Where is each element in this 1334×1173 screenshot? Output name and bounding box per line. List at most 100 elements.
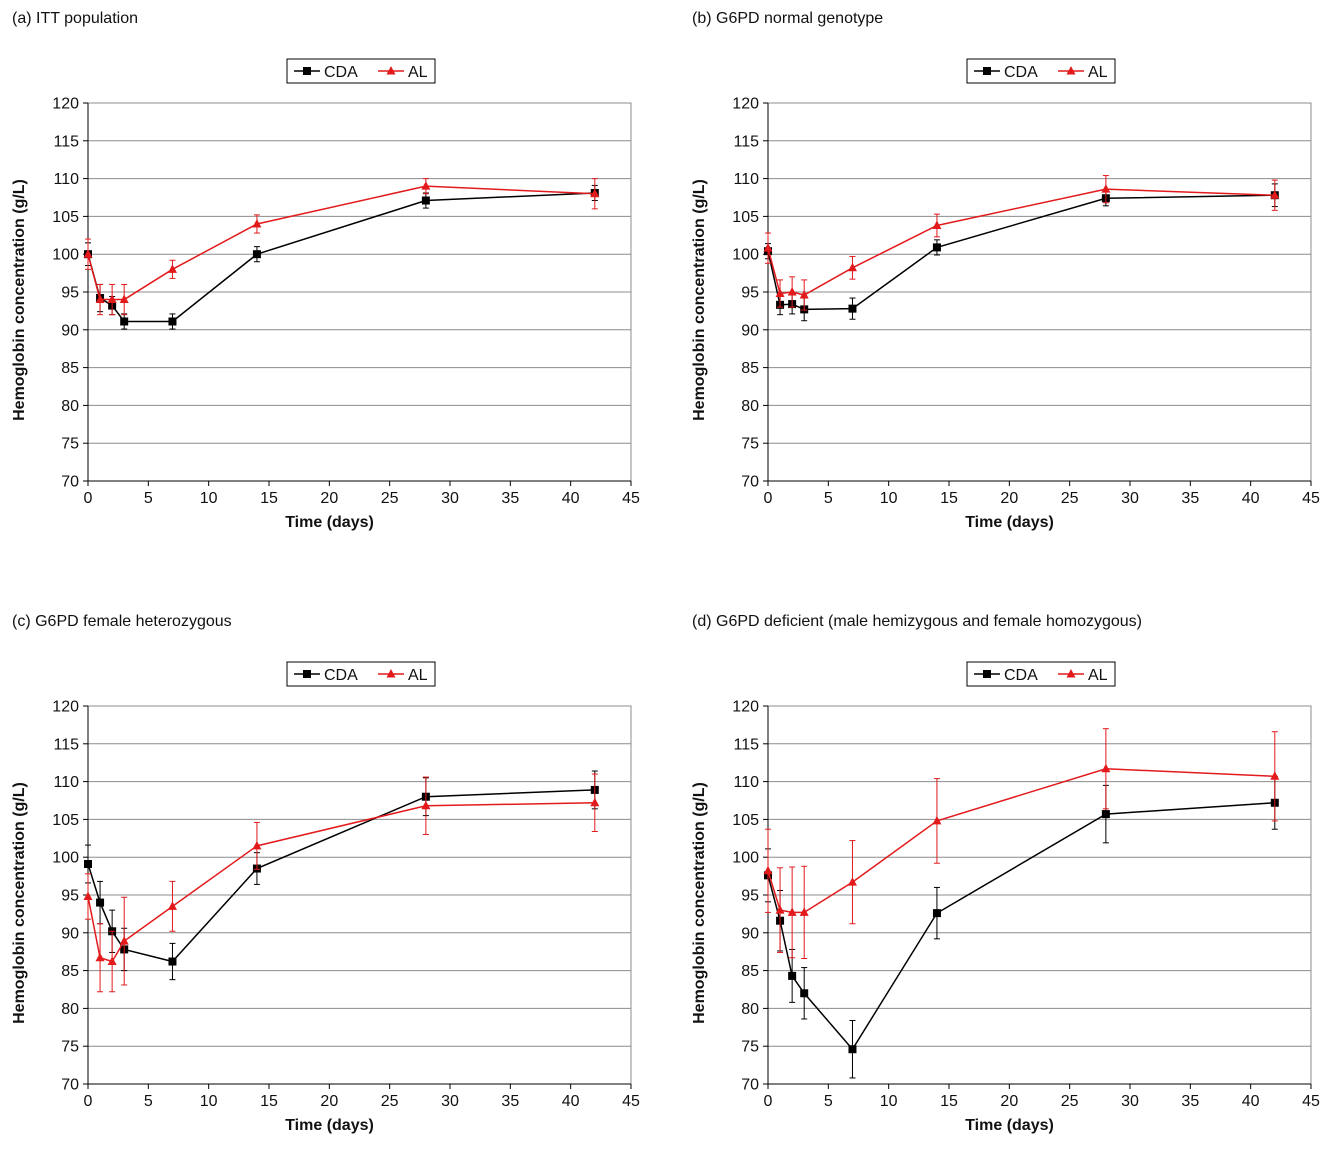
x-tick-label: 15 <box>260 1093 278 1110</box>
data-point-triangle <box>775 905 785 914</box>
y-tick-label: 70 <box>741 474 759 491</box>
data-point-square <box>168 317 177 326</box>
x-tick-label: 5 <box>824 1093 833 1110</box>
data-point-square <box>421 196 430 205</box>
y-tick-label: 120 <box>52 699 79 716</box>
data-point-square <box>1101 810 1110 819</box>
x-tick-label: 45 <box>1302 1093 1320 1110</box>
x-tick-label: 0 <box>84 490 93 507</box>
x-tick-label: 10 <box>880 490 898 507</box>
x-tick-label: 25 <box>1061 490 1079 507</box>
data-point-triangle <box>799 290 809 299</box>
series-line-al <box>87 802 595 963</box>
data-point-triangle <box>799 907 809 916</box>
x-tick-label: 20 <box>320 490 338 507</box>
data-point-square <box>788 971 797 980</box>
x-tick-label: 20 <box>1000 490 1018 507</box>
x-tick-label: 35 <box>1181 1093 1199 1110</box>
legend-marker-triangle <box>1066 66 1076 75</box>
data-point-triangle <box>590 797 600 807</box>
data-point-triangle <box>775 288 785 298</box>
data-point-triangle <box>167 901 177 910</box>
data-point-triangle <box>107 294 117 304</box>
y-tick-label: 115 <box>53 736 79 753</box>
x-tick-label: 45 <box>622 1093 640 1110</box>
y-tick-label: 110 <box>733 774 759 791</box>
y-tick-label: 120 <box>732 699 759 716</box>
x-tick-label: 5 <box>144 1093 153 1110</box>
y-tick-label: 110 <box>53 774 79 791</box>
x-axis-title: Time (days) <box>285 514 374 531</box>
y-tick-label: 115 <box>53 133 79 150</box>
legend-marker-square <box>303 67 311 75</box>
data-point-triangle <box>847 877 857 886</box>
x-tick-label: 30 <box>441 490 459 507</box>
y-axis-title: Hemoglobin concentration (g/L) <box>11 782 28 1024</box>
y-axis-title: Hemoglobin concentration (g/L) <box>691 782 708 1024</box>
y-tick-label: 95 <box>61 888 79 905</box>
data-point-triangle <box>1270 190 1280 199</box>
data-point-square <box>848 304 857 313</box>
y-tick-label: 100 <box>52 247 79 264</box>
data-point-triangle <box>763 865 773 875</box>
line-chart: 70 75 80 85 90 95 100 105 110 115 120 0 5 10 15 20 25 30 3… <box>11 661 640 1134</box>
legend-label: CDA <box>324 667 358 684</box>
data-point-triangle <box>83 891 93 901</box>
x-tick-label: 0 <box>84 1093 93 1110</box>
data-point-triangle <box>95 952 105 962</box>
legend-label: CDA <box>1004 64 1038 81</box>
x-tick-label: 5 <box>824 490 833 507</box>
x-tick-label: 30 <box>441 1093 459 1110</box>
x-axis-title: Time (days) <box>965 1117 1054 1134</box>
x-tick-label: 10 <box>880 1093 898 1110</box>
y-tick-label: 85 <box>61 963 79 980</box>
data-point-triangle <box>95 294 105 304</box>
x-axis-title: Time (days) <box>285 1117 374 1134</box>
data-point-triangle <box>119 936 129 945</box>
chart-panel-c: (c) G6PD female heterozygous 70 75 80 85 90 9… <box>0 603 667 1173</box>
data-point-triangle <box>1270 771 1280 780</box>
x-tick-label: 15 <box>260 490 278 507</box>
y-tick-label: 105 <box>732 812 759 829</box>
y-tick-label: 70 <box>741 1077 759 1094</box>
x-tick-label: 40 <box>1242 490 1260 507</box>
line-chart: 70 75 80 85 90 95 100 105 110 115 120 0 5 10 15 20 25 30 3… <box>691 58 1320 531</box>
chart-panel-a: (a) ITT population 70 75 80 85 90 95 100 105 110… <box>0 0 667 570</box>
x-tick-label: 40 <box>562 490 580 507</box>
legend-label: AL <box>1088 667 1108 684</box>
series-line-cda <box>767 802 1275 1051</box>
chart-panel-b: (b) G6PD normal genotype 70 75 80 85 90 95 100… <box>680 0 1334 570</box>
x-tick-label: 25 <box>1061 1093 1079 1110</box>
data-point-square <box>96 898 105 907</box>
data-point-triangle <box>83 249 93 258</box>
legend-marker-triangle <box>1066 669 1076 678</box>
y-tick-label: 80 <box>61 398 79 415</box>
x-tick-label: 30 <box>1121 490 1139 507</box>
data-point-triangle <box>252 218 262 228</box>
x-tick-label: 30 <box>1121 1093 1139 1110</box>
x-tick-label: 15 <box>940 490 958 507</box>
data-point-triangle <box>932 220 942 229</box>
y-tick-label: 75 <box>741 436 759 453</box>
panel-title: (c) G6PD female heterozygous <box>12 613 232 630</box>
data-point-triangle <box>763 243 773 252</box>
legend-label: AL <box>408 667 428 684</box>
y-tick-label: 70 <box>61 1077 79 1094</box>
chart-panel-d: (d) G6PD deficient (male hemizygous and … <box>680 603 1334 1173</box>
y-tick-label: 75 <box>741 1039 759 1056</box>
y-tick-label: 110 <box>53 171 79 188</box>
x-tick-label: 35 <box>1181 490 1199 507</box>
legend: CDA AL <box>966 661 1116 687</box>
x-tick-label: 35 <box>501 490 519 507</box>
legend: CDA AL <box>966 58 1116 84</box>
y-tick-label: 75 <box>61 436 79 453</box>
y-tick-label: 115 <box>733 736 759 753</box>
data-point-triangle <box>787 287 797 296</box>
x-tick-label: 25 <box>381 1093 399 1110</box>
data-point-square <box>120 317 129 326</box>
series-line-al <box>767 767 1275 914</box>
legend-label: AL <box>408 64 428 81</box>
y-tick-label: 105 <box>732 209 759 226</box>
series-line-cda <box>87 789 595 963</box>
y-tick-label: 85 <box>741 360 759 377</box>
